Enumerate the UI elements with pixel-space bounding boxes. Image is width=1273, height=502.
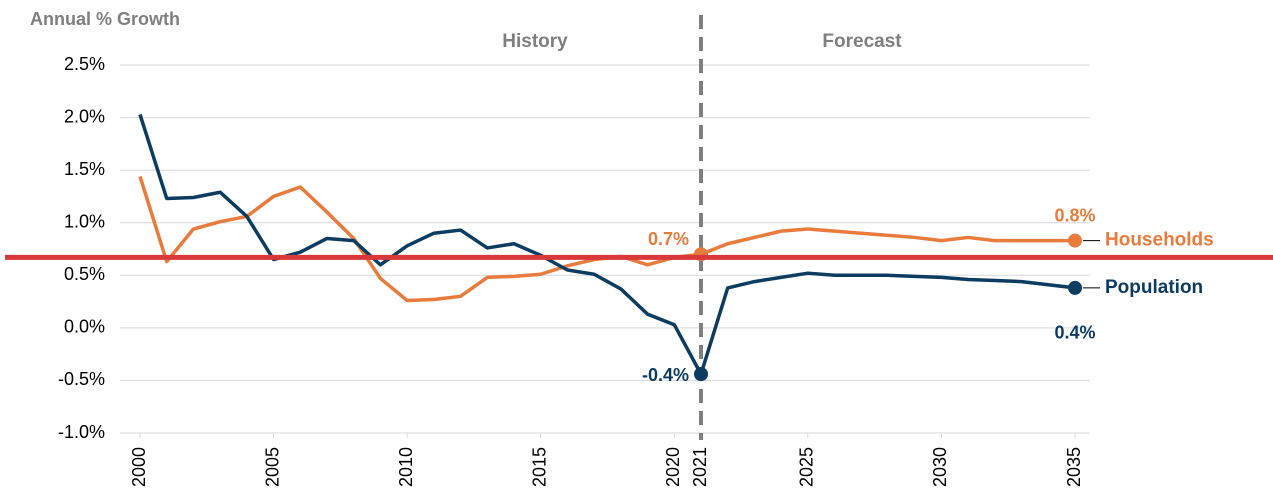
y-tick-label: -0.5% — [58, 369, 105, 389]
y-tick-label: 0.5% — [64, 264, 105, 284]
legend-label: Population — [1105, 277, 1203, 298]
y-tick-label: 1.5% — [64, 159, 105, 179]
data-label: 0.8% — [1054, 205, 1095, 225]
y-tick-label: 1.0% — [64, 211, 105, 231]
data-label: 0.4% — [1054, 323, 1095, 343]
forecast-label: Forecast — [822, 31, 902, 52]
x-tick-label: 2010 — [396, 447, 416, 487]
point-marker — [1068, 280, 1082, 295]
series-line — [138, 113, 1076, 376]
x-tick-label: 2030 — [930, 447, 950, 487]
y-tick-label: -1.0% — [58, 422, 105, 442]
history-label: History — [502, 31, 568, 52]
data-label: 0.7% — [648, 229, 689, 249]
x-tick-label: 2015 — [529, 447, 549, 487]
y-tick-label: 2.5% — [64, 54, 105, 74]
y-tick-label: 0.0% — [64, 317, 105, 337]
data-label: -0.4% — [642, 365, 689, 385]
y-tick-label: 2.0% — [64, 106, 105, 126]
x-tick-label: 2035 — [1064, 447, 1084, 487]
x-tick-label: 2021 — [690, 447, 710, 487]
x-tick-label: 2005 — [262, 447, 282, 487]
x-tick-label: 2025 — [797, 447, 817, 487]
legend-label: Households — [1105, 230, 1214, 251]
point-marker — [694, 367, 708, 382]
x-tick-label: 2000 — [129, 447, 149, 487]
point-marker — [1068, 233, 1082, 248]
y-axis-label: Annual % Growth — [30, 9, 180, 29]
x-tick-label: 2020 — [663, 447, 683, 487]
